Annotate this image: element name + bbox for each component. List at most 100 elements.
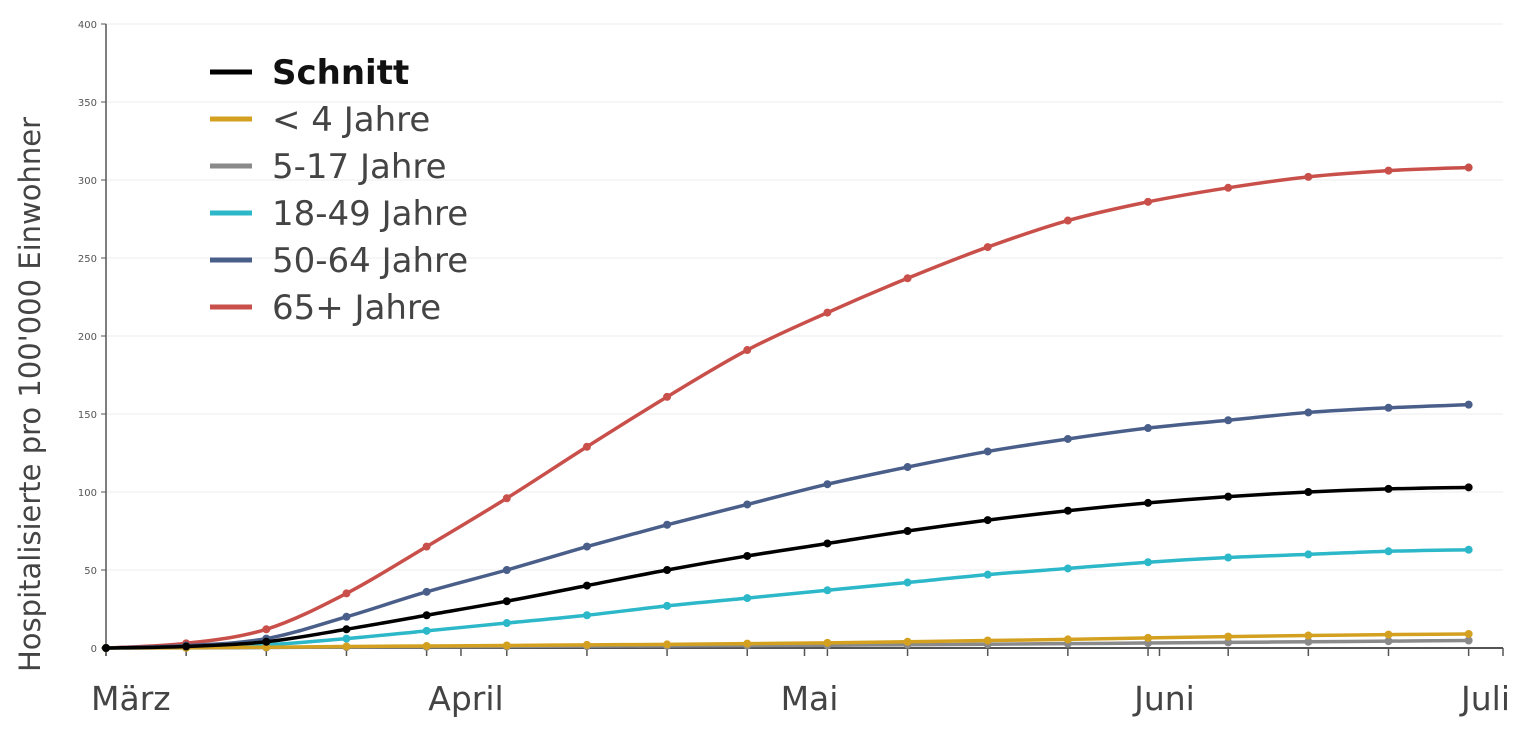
data-point [1464, 636, 1473, 645]
data-point [823, 539, 832, 548]
data-point [663, 392, 672, 401]
data-point [1384, 547, 1393, 556]
data-point [342, 642, 351, 651]
series-line [105, 632, 1469, 650]
data-point [342, 589, 351, 598]
data-point [422, 587, 431, 596]
y-tick-labels: 0 50 100 150 200 250 300 350 400 [78, 20, 106, 655]
data-point [1464, 400, 1473, 409]
data-point [823, 586, 832, 595]
data-point [823, 308, 832, 317]
x-tick-labels: März April Mai Juni Juli [91, 648, 1510, 718]
y-tick-label: 300 [78, 176, 97, 187]
series-lines [102, 163, 1473, 652]
data-point [1063, 635, 1072, 644]
data-point [1224, 416, 1233, 425]
data-point [502, 641, 511, 650]
data-point [1304, 631, 1313, 640]
data-point [1384, 637, 1393, 646]
data-point [582, 640, 591, 649]
data-point [983, 243, 992, 252]
data-point [983, 636, 992, 645]
series-line [105, 547, 1469, 650]
data-point [102, 644, 110, 652]
data-point [1384, 630, 1393, 639]
data-point [1224, 553, 1233, 562]
data-point [422, 542, 431, 551]
legend-label: 5-17 Jahre [272, 147, 447, 187]
y-tick-label: 200 [78, 332, 97, 343]
data-point [1464, 629, 1473, 638]
data-point [1464, 483, 1473, 492]
data-point [1063, 216, 1072, 225]
series-line [105, 485, 1469, 650]
data-point [1144, 633, 1153, 642]
data-point [1384, 166, 1393, 175]
series-schnitt [102, 483, 1473, 652]
data-point [743, 346, 752, 355]
data-point [903, 527, 912, 535]
data-point [1304, 550, 1313, 559]
legend: Schnitt < 4 Jahre 5-17 Jahre 18-49 Jahre 50-… [210, 53, 468, 328]
data-point [1384, 484, 1393, 493]
legend-label: < 4 Jahre [272, 100, 430, 140]
data-point [182, 642, 191, 651]
data-point [342, 634, 351, 643]
data-point [1384, 403, 1393, 412]
legend-label: Schnitt [272, 53, 409, 93]
data-point [422, 611, 431, 620]
y-axis-title: Hospitalisierte pro 100'000 Einwohner [13, 117, 47, 672]
x-tick-label: Juli [1459, 679, 1510, 718]
series-18-49-jahre [102, 545, 1473, 652]
data-point [1464, 163, 1473, 172]
data-point [903, 274, 912, 283]
data-point [743, 594, 752, 603]
data-point [1144, 498, 1153, 507]
legend-label: 65+ Jahre [272, 288, 441, 328]
data-point [342, 625, 351, 634]
data-point [743, 551, 752, 560]
data-point [1304, 408, 1313, 417]
data-point [823, 480, 832, 489]
data-point [663, 566, 672, 574]
grid-lines [106, 23, 1503, 571]
data-point [1304, 488, 1313, 496]
data-point [422, 626, 431, 635]
y-tick-label: 50 [84, 566, 97, 577]
data-point [1224, 492, 1233, 501]
data-point [1063, 564, 1072, 573]
data-point [262, 625, 271, 634]
legend-item: Schnitt [210, 53, 409, 93]
data-point [342, 612, 351, 621]
x-tick-label: Mai [781, 679, 839, 718]
data-point [502, 566, 511, 574]
data-point [743, 639, 752, 648]
data-point [582, 442, 591, 451]
y-tick-label: 100 [78, 488, 97, 499]
data-point [1144, 197, 1153, 206]
data-point [502, 619, 511, 628]
data-point [983, 570, 992, 579]
data-point [1063, 434, 1072, 443]
legend-item: < 4 Jahre [210, 100, 430, 140]
data-point [1144, 558, 1153, 567]
data-point [823, 638, 832, 647]
data-point [1144, 424, 1153, 433]
data-point [663, 640, 672, 649]
series-line [105, 165, 1469, 650]
y-tick-label: 350 [78, 98, 97, 109]
data-point [983, 447, 992, 456]
data-point [582, 542, 591, 551]
legend-item: 50-64 Jahre [210, 241, 468, 281]
legend-item: 65+ Jahre [210, 288, 441, 328]
series-65-jahre [102, 163, 1473, 652]
y-tick-label: 400 [78, 20, 97, 31]
x-tick-label: Juni [1132, 679, 1195, 718]
data-point [743, 500, 752, 509]
data-point [903, 637, 912, 646]
legend-label: 18-49 Jahre [272, 194, 468, 234]
data-point [1464, 545, 1473, 554]
y-tick-label: 250 [78, 254, 97, 265]
data-point [582, 611, 591, 620]
